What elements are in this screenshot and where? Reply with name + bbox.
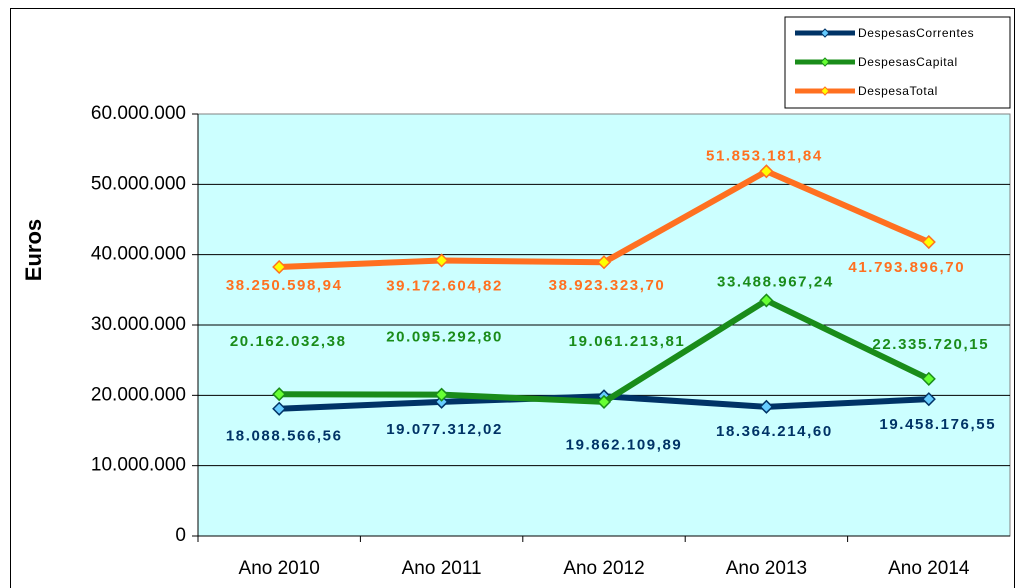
- data-label: 18.364.214,60: [716, 423, 833, 440]
- data-point: [272, 401, 287, 416]
- data-point: [434, 253, 449, 268]
- data-label: 38.923.323,70: [549, 277, 666, 294]
- legend-marker: [820, 86, 830, 96]
- data-label: 19.077.312,02: [386, 421, 503, 438]
- data-label: 20.095.292,80: [386, 329, 503, 346]
- y-tick-label: 50.000.000: [91, 173, 186, 194]
- data-point: [921, 234, 936, 250]
- data-label: 38.250.598,94: [226, 277, 343, 294]
- x-tick-label: Ano 2013: [726, 558, 807, 579]
- legend-label: DespesasCapital: [858, 55, 958, 69]
- data-label: 19.061.213,81: [569, 333, 686, 350]
- y-tick-label: 20.000.000: [91, 384, 186, 405]
- data-point: [272, 259, 287, 275]
- legend-label: DespesaTotal: [858, 84, 938, 98]
- data-label: 19.862.109,89: [566, 436, 683, 453]
- y-tick-label: 30.000.000: [91, 314, 186, 335]
- y-tick-label: 60.000.000: [91, 103, 186, 124]
- data-point: [759, 399, 774, 414]
- data-point: [759, 164, 774, 179]
- y-tick-label: 0: [175, 525, 186, 546]
- data-label: 51.853.181,84: [706, 147, 823, 164]
- legend-marker: [820, 28, 830, 38]
- data-point: [596, 394, 612, 409]
- legend-label: DespesasCorrentes: [858, 26, 974, 40]
- data-label: 18.088.566,56: [226, 428, 343, 445]
- data-point: [272, 387, 287, 402]
- data-point: [434, 387, 449, 402]
- data-label: 19.458.176,55: [879, 416, 996, 433]
- data-label: 20.162.032,38: [230, 333, 347, 350]
- data-label: 33.488.967,24: [717, 273, 834, 290]
- x-tick-label: Ano 2012: [563, 558, 644, 579]
- legend-marker: [820, 57, 830, 67]
- y-axis-label: Euros: [21, 219, 46, 281]
- data-point: [434, 394, 449, 409]
- data-label: 22.335.720,15: [872, 336, 989, 353]
- y-tick-label: 40.000.000: [91, 244, 186, 265]
- x-tick-label: Ano 2011: [402, 558, 482, 579]
- x-tick-label: Ano 2010: [239, 558, 320, 579]
- data-point: [759, 293, 774, 308]
- data-label: 39.172.604,82: [386, 277, 503, 294]
- data-point: [921, 371, 936, 386]
- data-point: [596, 255, 612, 270]
- data-label: 41.793.896,70: [848, 259, 965, 276]
- x-tick-label: Ano 2014: [888, 558, 970, 579]
- data-point: [921, 392, 936, 407]
- y-tick-label: 10.000.000: [91, 455, 186, 476]
